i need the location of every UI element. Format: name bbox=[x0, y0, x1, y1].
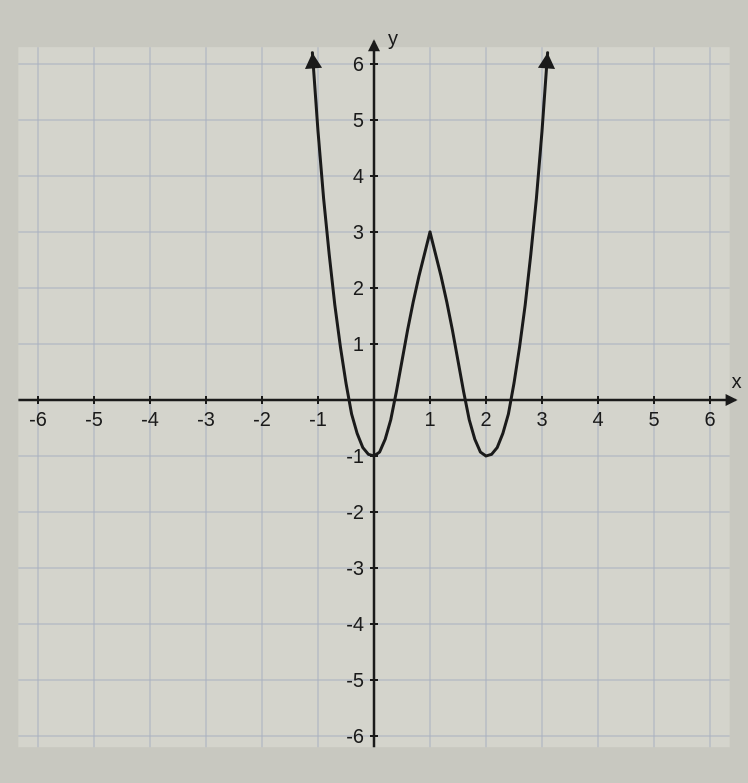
svg-text:1: 1 bbox=[424, 409, 435, 431]
svg-text:-2: -2 bbox=[346, 502, 364, 524]
function-graph: -6 -5 -4 -3 -2 -1 1 2 3 4 5 6 -6 -5 -4 -3 -2 -1 1 2 3 4 5 6 y x bbox=[0, 0, 748, 783]
svg-text:-1: -1 bbox=[309, 409, 327, 431]
svg-text:-5: -5 bbox=[85, 409, 103, 431]
svg-text:4: 4 bbox=[592, 409, 603, 431]
svg-text:2: 2 bbox=[353, 278, 364, 300]
svg-text:-3: -3 bbox=[346, 558, 364, 580]
svg-text:-3: -3 bbox=[197, 409, 215, 431]
svg-text:3: 3 bbox=[536, 409, 547, 431]
svg-text:-5: -5 bbox=[346, 670, 364, 692]
svg-text:-6: -6 bbox=[346, 726, 364, 748]
svg-text:x: x bbox=[732, 371, 742, 393]
svg-text:3: 3 bbox=[353, 222, 364, 244]
svg-text:6: 6 bbox=[353, 54, 364, 76]
svg-text:6: 6 bbox=[704, 409, 715, 431]
svg-text:-2: -2 bbox=[253, 409, 271, 431]
svg-text:5: 5 bbox=[353, 110, 364, 132]
svg-text:1: 1 bbox=[353, 334, 364, 356]
svg-text:-4: -4 bbox=[346, 614, 364, 636]
svg-text:5: 5 bbox=[648, 409, 659, 431]
svg-text:-6: -6 bbox=[29, 409, 47, 431]
svg-text:-1: -1 bbox=[346, 446, 364, 468]
svg-text:-4: -4 bbox=[141, 409, 159, 431]
svg-text:y: y bbox=[388, 28, 398, 50]
svg-text:4: 4 bbox=[353, 166, 364, 188]
svg-text:2: 2 bbox=[480, 409, 491, 431]
